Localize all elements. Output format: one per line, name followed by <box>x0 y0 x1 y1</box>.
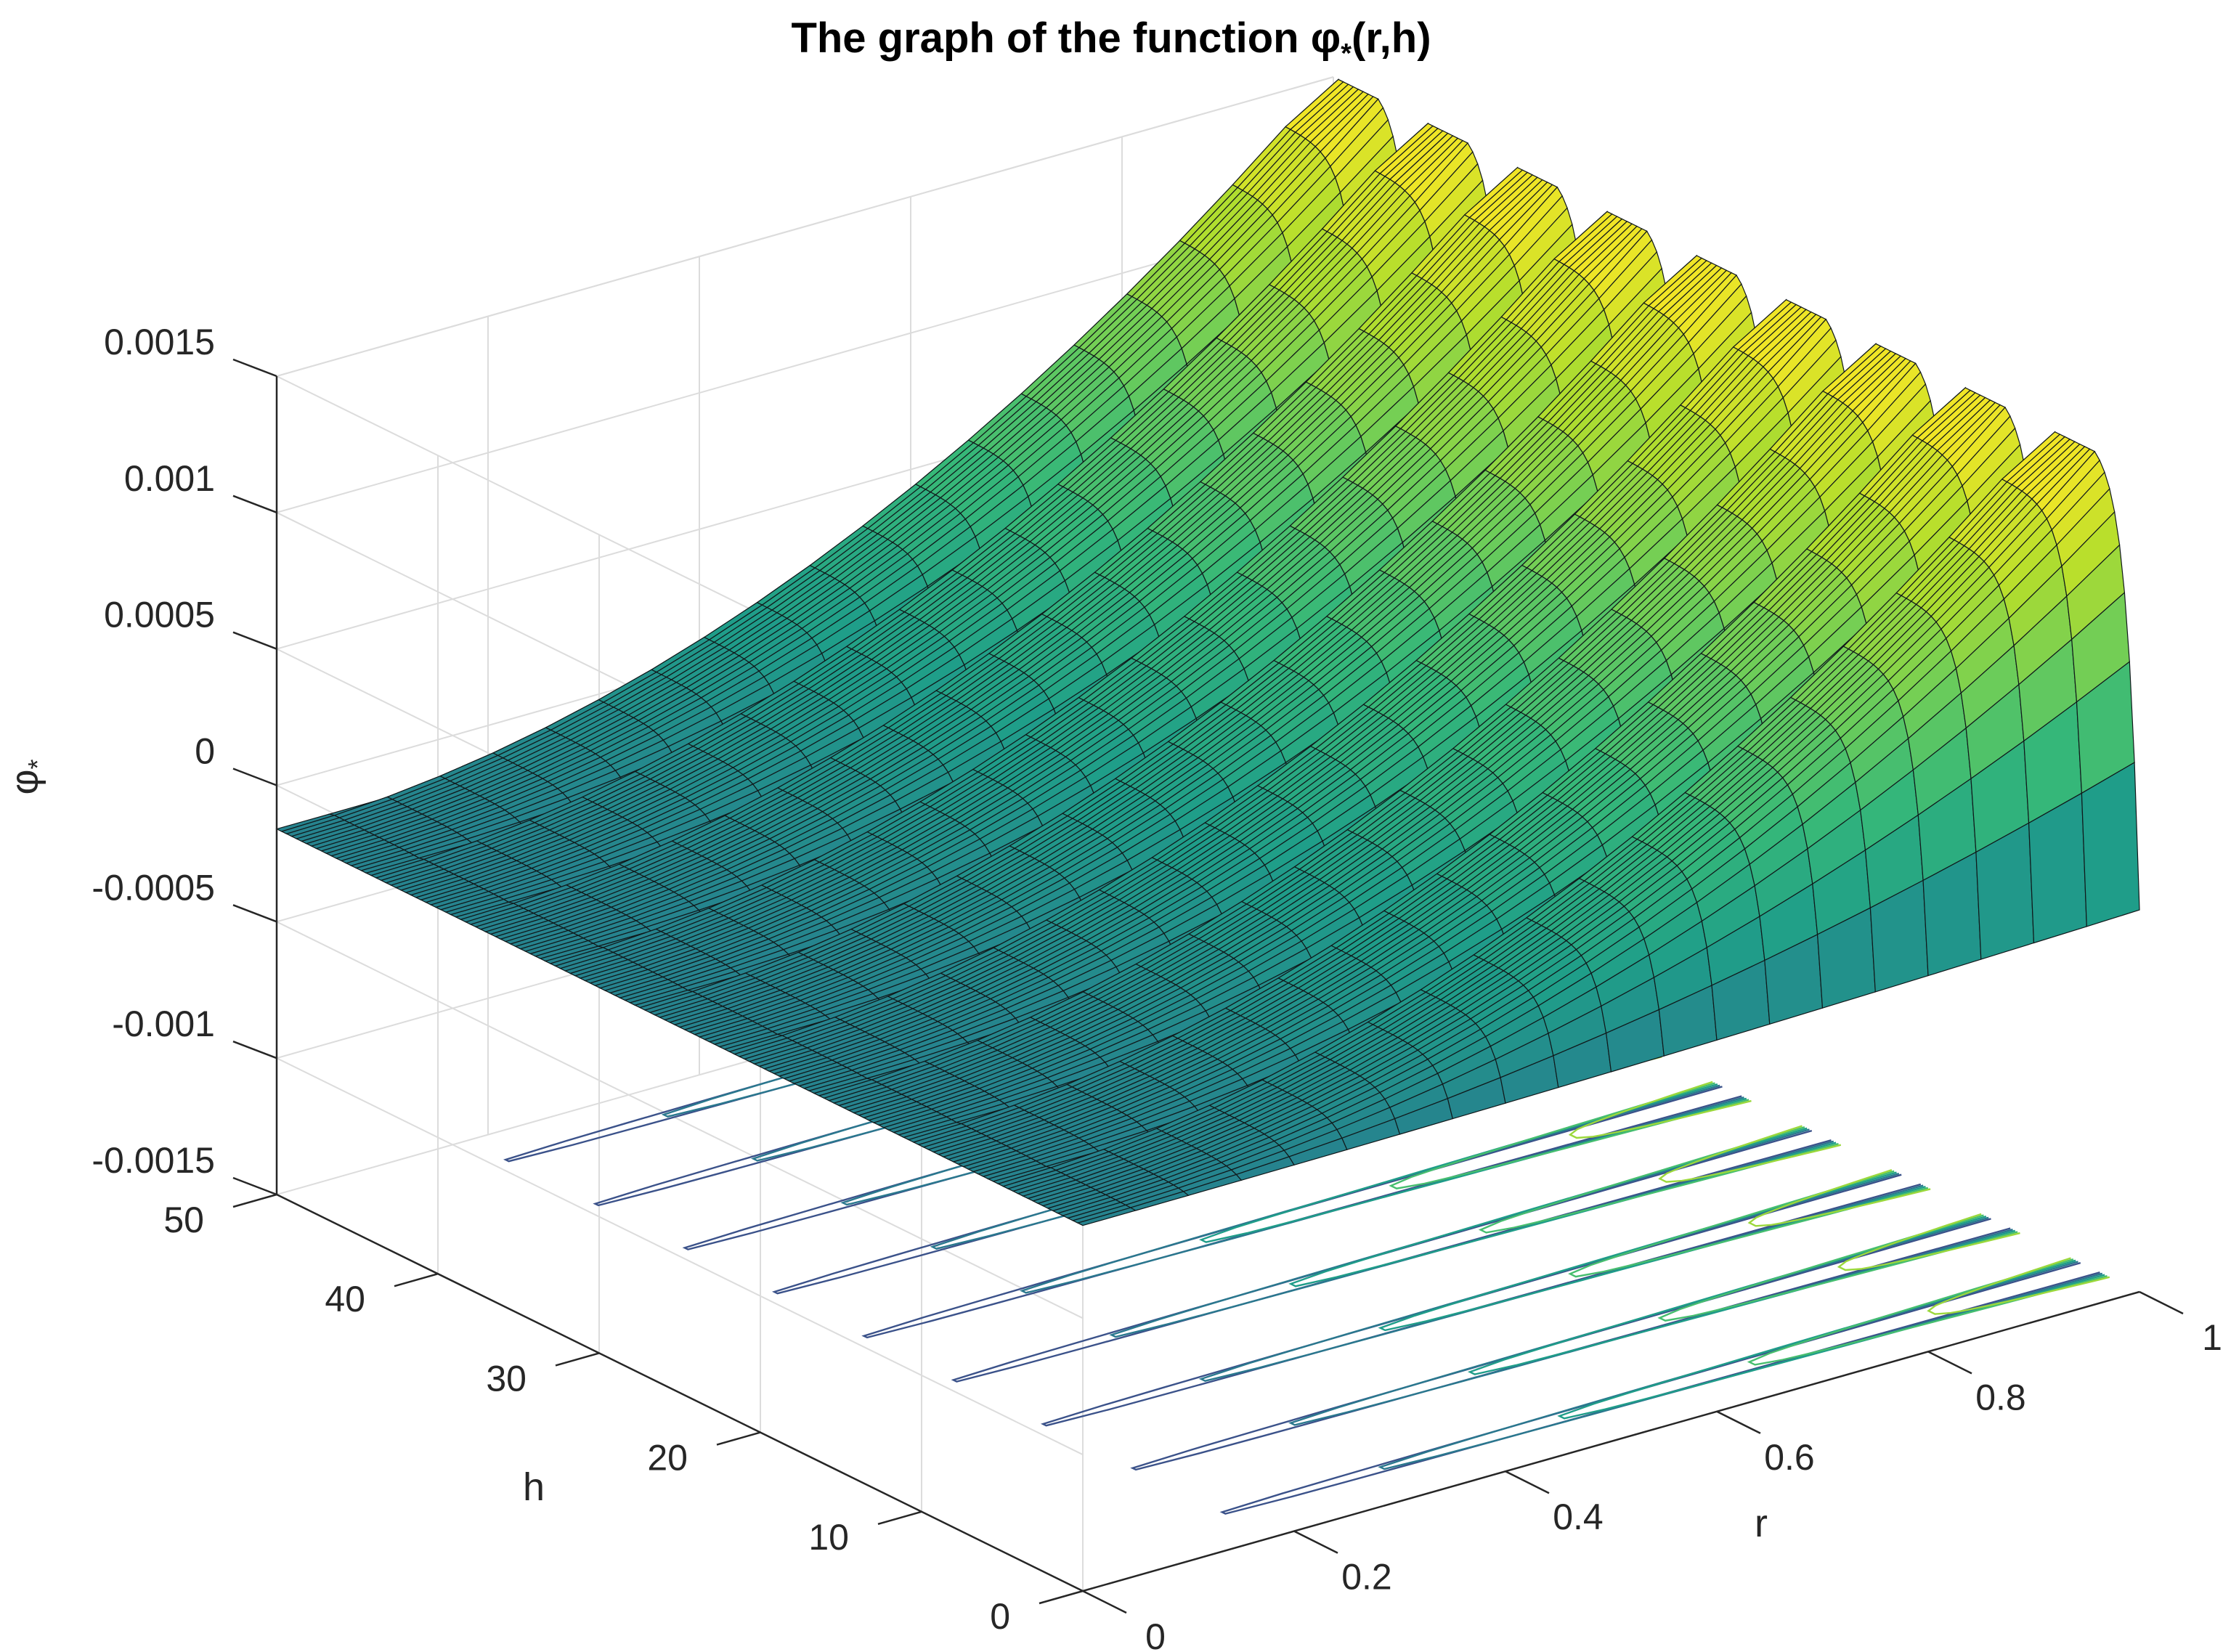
contour-line <box>1657 1214 2018 1322</box>
r-tick-label: 0.2 <box>1341 1557 1392 1598</box>
h-axis-line <box>276 1193 1084 1592</box>
r-tick-label: 0.8 <box>1975 1377 2026 1417</box>
z-tick <box>232 495 277 514</box>
h-tick-label: 40 <box>325 1279 365 1319</box>
r-tick <box>1082 1590 1127 1614</box>
h-tick-label: 10 <box>808 1517 849 1558</box>
z-tick-label: -0.0015 <box>92 1140 215 1181</box>
h-tick-label: 30 <box>486 1358 527 1399</box>
contour-line <box>1747 1169 1931 1227</box>
r-axis-line <box>1082 1290 2140 1592</box>
r-tick-label: 0 <box>1145 1616 1166 1652</box>
h-tick-label: 50 <box>163 1200 204 1240</box>
r-tick <box>1505 1470 1550 1494</box>
z-tick <box>232 1176 277 1196</box>
grid-line <box>276 76 1334 377</box>
z-tick-label: 0 <box>195 731 215 772</box>
contour-line <box>1478 1126 1839 1234</box>
grid-line <box>276 921 1084 1319</box>
z-tick-label: -0.001 <box>112 1004 215 1044</box>
contour-line <box>1288 1127 1837 1287</box>
h-tick <box>877 1510 922 1526</box>
r-tick-label: 0.6 <box>1764 1437 1815 1478</box>
h-tick-label: 0 <box>990 1596 1010 1637</box>
grid-line <box>276 1057 1084 1456</box>
x-axis-label: r <box>1755 1502 1768 1545</box>
z-tick <box>232 904 277 923</box>
contour-line <box>1658 1125 1842 1183</box>
contour-line <box>1389 1082 1749 1189</box>
chart-title: The graph of the function φ*(r,h) <box>791 15 1431 69</box>
axes: -0.0015 -0.001 -0.0005 0 0.0005 0.001 0.0015 0 1… <box>92 322 2222 1652</box>
z-tick <box>232 768 277 786</box>
r-tick <box>1927 1351 1972 1375</box>
h-tick-label: 20 <box>647 1438 688 1478</box>
z-tick <box>232 358 277 378</box>
z-axis-label: φ* <box>3 759 52 794</box>
z-tick <box>232 631 277 650</box>
h-tick <box>1039 1590 1084 1605</box>
z-tick-label: 0.0005 <box>104 595 215 635</box>
contour-line <box>1837 1213 2020 1271</box>
z-tick <box>232 1040 277 1059</box>
h-tick <box>555 1352 600 1367</box>
r-tick <box>1716 1410 1761 1434</box>
r-tick-label: 1 <box>2202 1317 2222 1358</box>
h-tick <box>232 1193 277 1208</box>
surface-face <box>2081 761 2140 927</box>
contour-line <box>1927 1257 2110 1315</box>
r-tick <box>1293 1530 1338 1554</box>
z-tick-label: -0.0005 <box>92 867 215 908</box>
surface-mesh <box>275 78 2140 1226</box>
y-axis-label: h <box>523 1465 545 1509</box>
contour-line <box>1040 1173 1922 1427</box>
r-tick-label: 0.4 <box>1553 1497 1604 1537</box>
h-tick <box>716 1431 761 1446</box>
contour-line <box>1747 1258 2108 1366</box>
contour-line <box>1568 1081 1752 1139</box>
z-tick-label: 0.0015 <box>104 322 215 362</box>
contour-line <box>1130 1218 2011 1471</box>
contour-line <box>1568 1170 1929 1278</box>
contour-line <box>1378 1171 1926 1332</box>
h-tick <box>394 1272 439 1287</box>
contour-line <box>1219 1261 2100 1515</box>
z-tick-label: 0.001 <box>124 458 215 499</box>
r-tick <box>2139 1290 2184 1315</box>
